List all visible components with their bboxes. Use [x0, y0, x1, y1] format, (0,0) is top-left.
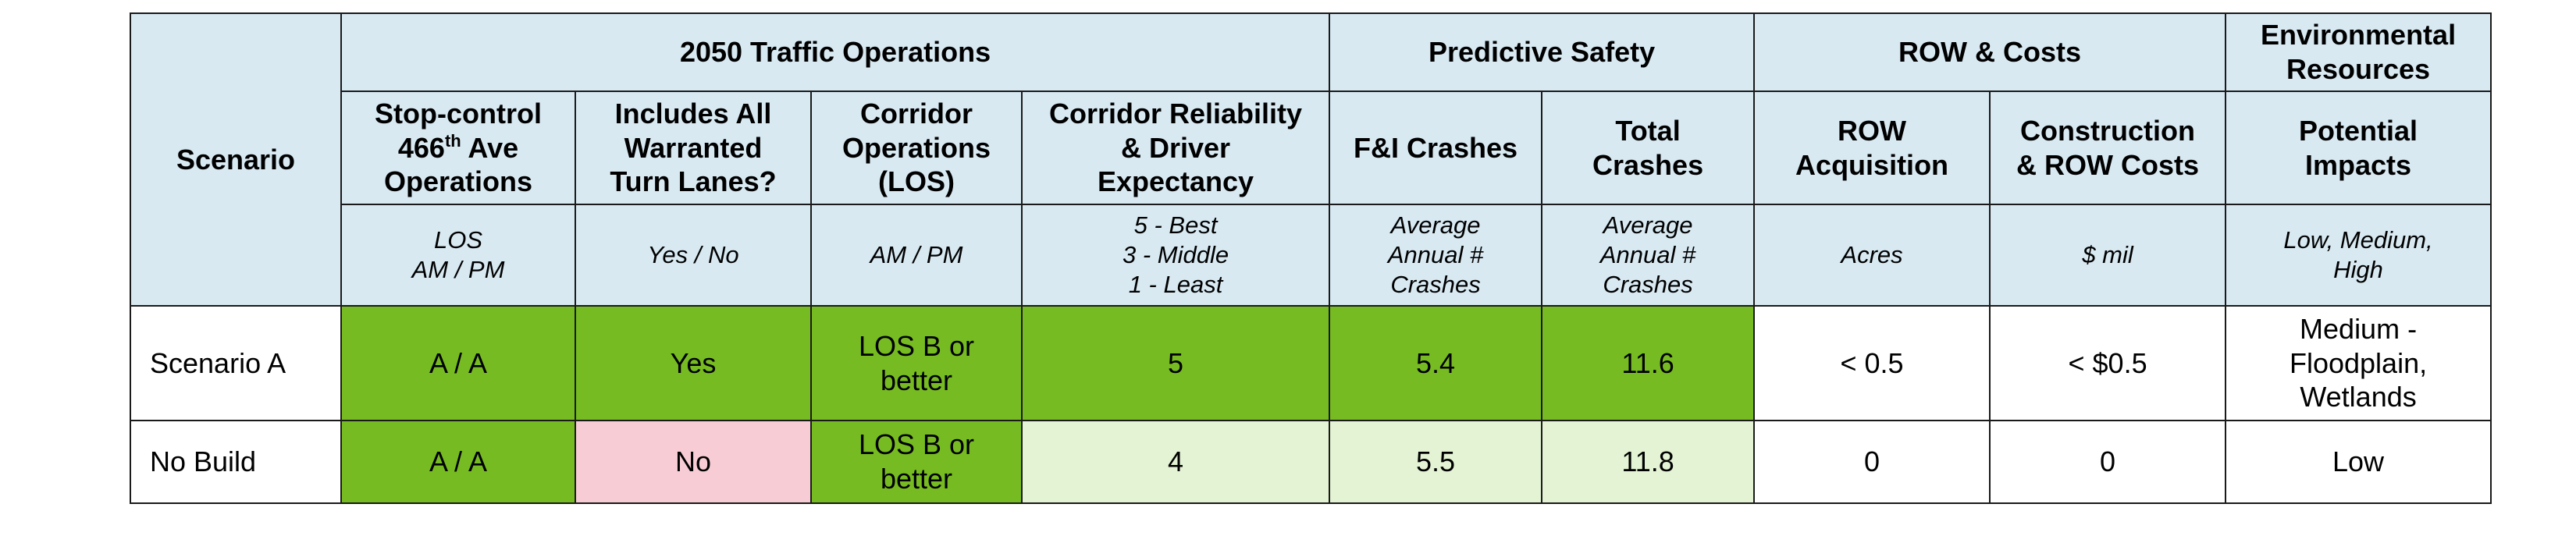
table-row-scenario-a: Scenario A A / A Yes LOS B or better 5 5…	[130, 305, 2492, 421]
cell-stop-control: A / A	[340, 420, 576, 504]
cell-row-acquisition: 0	[1753, 420, 1991, 504]
cell-stop-control: A / A	[340, 305, 576, 421]
group-header-row-costs: ROW & Costs	[1753, 12, 2227, 92]
units-row-acquisition: Acres	[1753, 204, 1991, 307]
column-header-row: Stop-control 466th Ave Operations Includ…	[130, 90, 2492, 205]
cell-corridor-operations: LOS B or better	[810, 420, 1023, 504]
column-header-total-crashes: Total Crashes	[1541, 90, 1756, 205]
units-construction-costs: $ mil	[1989, 204, 2227, 307]
cell-total-crashes: 11.6	[1541, 305, 1756, 421]
scenario-evaluation-matrix: Scenario 2050 Traffic Operations Predict…	[130, 12, 2492, 504]
units-potential-impacts: Low, Medium, High	[2225, 204, 2492, 307]
cell-potential-impacts: Low	[2225, 420, 2492, 504]
column-header-corridor-operations: Corridor Operations (LOS)	[810, 90, 1023, 205]
group-header-safety: Predictive Safety	[1329, 12, 1756, 92]
group-header-row: Scenario 2050 Traffic Operations Predict…	[130, 12, 2492, 307]
cell-corridor-operations: LOS B or better	[810, 305, 1023, 421]
units-turn-lanes: Yes / No	[575, 204, 812, 307]
cell-row-acquisition: < 0.5	[1753, 305, 1991, 421]
row-label: No Build	[130, 420, 342, 504]
cell-fi-crashes: 5.4	[1329, 305, 1543, 421]
column-header-row-acquisition: ROW Acquisition	[1753, 90, 1991, 205]
cell-construction-costs: < $0.5	[1989, 305, 2227, 421]
cell-reliability: 5	[1020, 305, 1331, 421]
units-corridor-operations: AM / PM	[810, 204, 1023, 307]
cell-potential-impacts: Medium - Floodplain, Wetlands	[2225, 305, 2492, 421]
row-label: Scenario A	[130, 305, 342, 421]
cell-total-crashes: 11.8	[1541, 420, 1756, 504]
group-header-traffic: 2050 Traffic Operations	[340, 12, 1331, 92]
column-header-stop-control: Stop-control 466th Ave Operations	[340, 90, 576, 205]
cell-fi-crashes: 5.5	[1329, 420, 1543, 504]
scenario-column-header: Scenario	[130, 12, 342, 307]
cell-reliability: 4	[1020, 420, 1331, 504]
cell-construction-costs: 0	[1989, 420, 2227, 504]
table-row-no-build: No Build A / A No LOS B or better 4 5.5 …	[130, 420, 2492, 504]
column-header-construction-costs: Construction & ROW Costs	[1989, 90, 2227, 205]
group-header-environmental: Environmental Resources	[2225, 12, 2492, 92]
column-header-fi-crashes: F&I Crashes	[1329, 90, 1543, 205]
units-reliability-scale: 5 - Best 3 - Middle 1 - Least	[1020, 204, 1331, 307]
column-header-potential-impacts: Potential Impacts	[2225, 90, 2492, 205]
units-row: LOS AM / PM Yes / No AM / PM 5 - Best 3 …	[130, 204, 2492, 307]
units-stop-control: LOS AM / PM	[340, 204, 576, 307]
cell-turn-lanes: No	[575, 420, 812, 504]
cell-turn-lanes: Yes	[575, 305, 812, 421]
column-header-turn-lanes: Includes All Warranted Turn Lanes?	[575, 90, 812, 205]
column-header-corridor-reliability: Corridor Reliability & Driver Expectancy	[1020, 90, 1331, 205]
units-fi-crashes: Average Annual # Crashes	[1329, 204, 1543, 307]
units-total-crashes: Average Annual # Crashes	[1541, 204, 1756, 307]
